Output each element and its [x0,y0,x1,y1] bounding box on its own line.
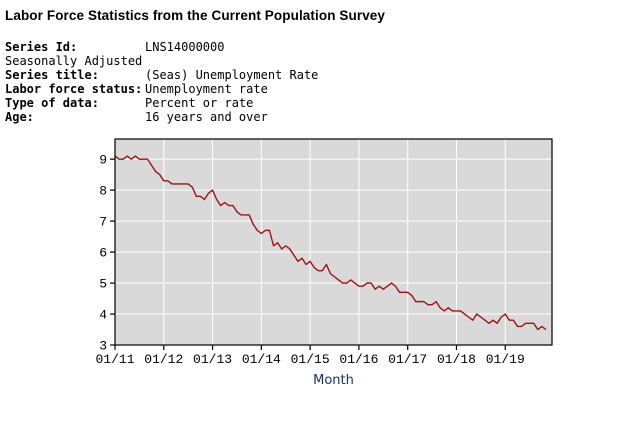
chart-canvas: 3 4 5 6 7 8 9 01/11 01/12 01/13 01/14 01/15 01/16 01/… [95,138,553,388]
meta-row-labor-force-status: Labor force status: Unemployment rate [5,82,318,96]
unemployment-rate-chart: 3 4 5 6 7 8 9 01/11 01/12 01/13 01/14 01/15 01/16 01/… [0,130,635,430]
y-axis-tick-label: 5 [99,277,107,292]
meta-label: Age: [5,110,34,124]
x-axis-tick-label: 01/17 [388,352,427,367]
y-axis-tick-label: 3 [99,339,107,354]
meta-label: Type of data: [5,96,99,110]
x-axis-tick-label: 01/18 [437,352,476,367]
y-axis-tick-label: 9 [99,153,107,168]
x-axis-tick-label: 01/19 [486,352,525,367]
chart-plot-area [115,139,552,345]
plot-border [114,138,553,346]
page-title: Labor Force Statistics from the Current … [5,8,386,23]
meta-label: Series Id: [5,40,78,54]
series-metadata: Series Id: LNS14000000 Seasonally Adjuste… [5,40,318,124]
meta-row-age: Age: 16 years and over [5,110,318,124]
meta-value: Unemployment rate [145,82,268,96]
y-axis-tick-label: 4 [99,308,107,323]
x-axis-title: Month [313,373,354,388]
meta-label: Series title: [5,68,99,82]
meta-value: Percent or rate [145,96,254,110]
x-axis-tick-label: 01/14 [242,352,281,367]
meta-label: Seasonally Adjusted [5,54,143,68]
meta-row-series-id: Series Id: LNS14000000 [5,40,318,54]
meta-value: LNS14000000 [145,40,225,54]
meta-row-type-of-data: Type of data: Percent or rate [5,96,318,110]
x-axis-tick-label: 01/16 [339,352,378,367]
meta-label: Labor force status: [5,82,143,96]
x-axis-tick-label: 01/12 [144,352,183,367]
x-axis-tick-label: 01/15 [291,352,330,367]
meta-row-seasonally-adjusted: Seasonally Adjusted [5,54,318,68]
y-axis-tick-label: 6 [99,246,107,261]
meta-row-series-title: Series title: (Seas) Unemployment Rate [5,68,318,82]
y-axis-tick-label: 7 [99,215,107,230]
meta-value: 16 years and over [145,110,268,124]
meta-value: (Seas) Unemployment Rate [145,68,319,82]
x-axis-tick-label: 01/13 [193,352,232,367]
x-axis-tick-label: 01/11 [95,352,134,367]
y-axis-tick-label: 8 [99,184,107,199]
unemployment-line [114,155,547,331]
